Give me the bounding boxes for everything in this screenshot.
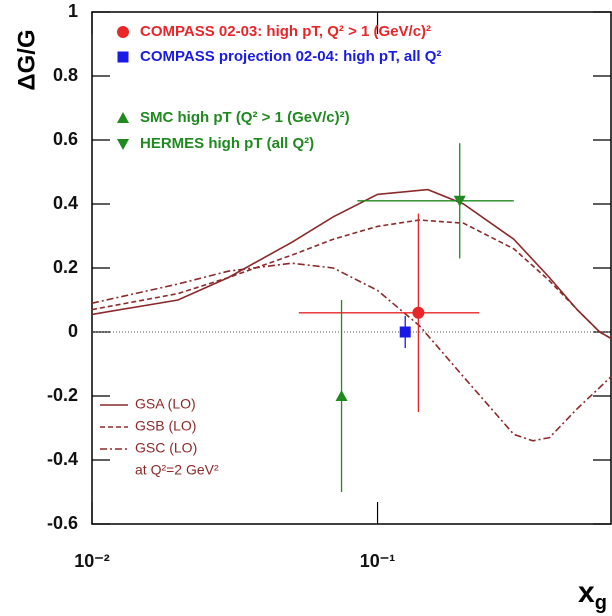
point	[453, 195, 466, 207]
y-tick-label: 0.6	[53, 129, 78, 149]
curve	[91, 188, 612, 340]
legend-label: COMPASS 02-03: high pT, Q² > 1 (GeV/c)²	[140, 23, 431, 40]
legend-marker	[117, 112, 129, 123]
x-tick-label: 10⁻¹	[360, 551, 396, 571]
legend-marker	[117, 26, 129, 38]
x-axis-title: xg	[578, 576, 607, 614]
y-axis-title: ΔG/G	[13, 29, 40, 90]
y-tick-label: -0.6	[47, 513, 78, 533]
y-tick-label: -0.2	[47, 385, 78, 405]
curve	[91, 219, 612, 340]
legend-label: GSC (LO)	[135, 440, 197, 456]
point	[335, 390, 348, 401]
curve-note: at Q²=2 GeV²	[135, 462, 219, 478]
y-tick-label: 0.4	[53, 193, 78, 213]
point	[412, 306, 425, 319]
legend-label: COMPASS projection 02-04: high pT, all Q…	[140, 48, 441, 65]
y-tick-label: 0.8	[53, 65, 78, 85]
legend-label: GSA (LO)	[135, 396, 196, 412]
legend-label: SMC high pT (Q² > 1 (GeV/c)²)	[140, 109, 350, 126]
x-axis-title-sub: g	[595, 592, 607, 614]
x-axis-title-main: x	[578, 576, 595, 609]
legend-label: GSB (LO)	[135, 418, 196, 434]
legend-marker	[117, 139, 129, 150]
curve	[91, 262, 612, 442]
legend-marker	[117, 51, 129, 63]
y-tick-label: 1	[68, 1, 78, 21]
y-tick-label: -0.4	[47, 449, 78, 469]
y-tick-label: 0	[68, 321, 78, 341]
legend-label: HERMES high pT (all Q²)	[140, 135, 314, 152]
point	[399, 326, 411, 338]
x-tick-label: 10⁻²	[74, 551, 110, 571]
y-tick-label: 0.2	[53, 257, 78, 277]
